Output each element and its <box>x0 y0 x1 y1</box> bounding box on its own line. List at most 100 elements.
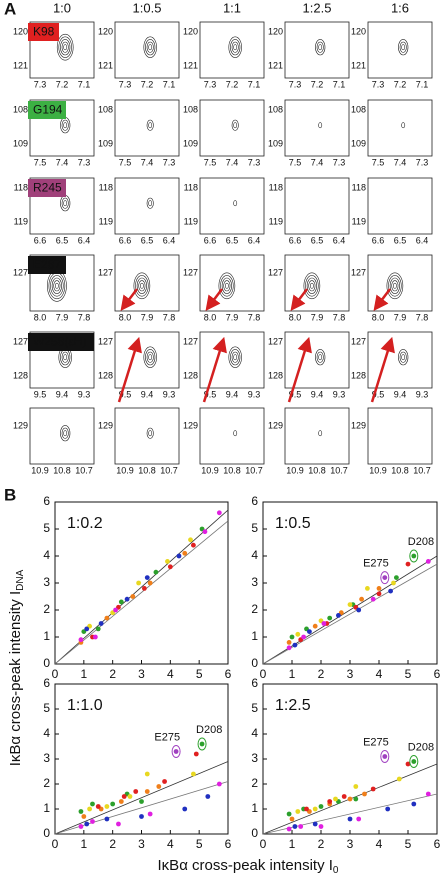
y-tick-label: 127 <box>351 336 366 346</box>
x-tick-label: 7.9 <box>394 312 407 322</box>
x-tick-label: 6 <box>434 667 441 681</box>
y-tick-label: 127 <box>183 336 198 346</box>
x-tick-label: 2 <box>109 667 116 681</box>
x-tick-label: 9.5 <box>289 389 302 399</box>
x-tick-label: 0 <box>52 667 59 681</box>
contour <box>315 39 326 56</box>
contour <box>233 44 238 51</box>
x-tick-label: 10.8 <box>53 465 71 475</box>
y-tick-label: 109 <box>98 138 113 148</box>
contour <box>60 425 71 442</box>
x-tick-label: 10.9 <box>369 465 387 475</box>
contour <box>306 277 317 294</box>
y-tick-label: 3 <box>43 575 50 589</box>
x-tick-label: 6.5 <box>226 235 239 245</box>
column-header: 1:6 <box>391 0 409 15</box>
y-tick-label: 127 <box>13 336 28 346</box>
contour <box>146 427 154 439</box>
y-tick-label: 119 <box>184 216 198 226</box>
fit-line <box>262 793 438 835</box>
contour <box>233 430 238 437</box>
x-tick-label: 9.3 <box>163 389 176 399</box>
arrow <box>287 336 312 403</box>
contour <box>231 41 239 53</box>
data-point <box>78 637 84 643</box>
spectrum-box <box>367 407 433 465</box>
data-point <box>144 771 150 777</box>
y-tick-label: 127 <box>183 267 198 277</box>
y-tick-label: 129 <box>183 420 198 430</box>
x-tick-label: 4 <box>167 837 174 851</box>
x-axis-label-sub: 0 <box>333 865 339 876</box>
row-label-box <box>28 23 59 41</box>
y-tick-label: 127 <box>98 267 113 277</box>
data-point <box>78 824 84 829</box>
x-tick-label: 7.9 <box>56 312 69 322</box>
x-tick-label: 2 <box>109 837 116 851</box>
x-tick-label: 6.6 <box>372 235 385 245</box>
contour <box>148 200 153 207</box>
contour <box>233 354 238 361</box>
fit-line <box>262 563 438 665</box>
contour <box>231 351 239 363</box>
arrow <box>373 288 391 311</box>
x-tick-label: 10.8 <box>138 465 156 475</box>
x-tick-label: 7.8 <box>333 312 346 322</box>
y-tick-label: 127 <box>268 336 283 346</box>
data-point <box>95 804 101 809</box>
data-point <box>188 537 193 543</box>
highlight-ring <box>197 737 207 751</box>
data-point <box>216 510 222 516</box>
data-point <box>411 801 417 807</box>
y-tick-label: 120 <box>98 26 113 36</box>
x-tick-label: 6.6 <box>204 235 217 245</box>
x-tick-label: 7.5 <box>119 157 132 167</box>
x-tick-label: 10.9 <box>286 465 304 475</box>
spectrum-box <box>114 177 180 235</box>
contour <box>143 346 157 368</box>
x-tick-label: 9.4 <box>141 389 154 399</box>
x-tick-label: 7.9 <box>311 312 324 322</box>
data-point <box>356 816 362 822</box>
x-tick-label: 1 <box>80 837 87 851</box>
contour <box>54 282 59 289</box>
contour <box>221 277 232 294</box>
x-tick-label: 7.4 <box>394 157 407 167</box>
contour <box>401 122 406 129</box>
contour <box>61 351 69 363</box>
contour <box>148 122 153 129</box>
data-point <box>286 811 292 817</box>
x-tick-label: 4 <box>376 837 383 851</box>
contour <box>401 354 406 361</box>
y-tick-label: 118 <box>269 182 283 192</box>
spectrum-box <box>199 407 265 465</box>
y-tick-label: 119 <box>99 216 113 226</box>
data-point <box>394 575 399 580</box>
x-tick-label: 6.6 <box>289 235 302 245</box>
data-point <box>147 811 153 817</box>
x-tick-label: 7.2 <box>311 79 324 89</box>
row-label-box <box>28 333 94 351</box>
contour <box>230 39 241 56</box>
data-point <box>118 599 124 605</box>
y-tick-label: 5 <box>251 521 258 535</box>
arrow <box>117 336 142 403</box>
y-tick-label: 109 <box>183 138 198 148</box>
contour <box>148 430 153 437</box>
contour <box>398 39 409 56</box>
x-tick-label: 10.7 <box>245 465 263 475</box>
x-tick-label: 7.3 <box>204 79 217 89</box>
contour <box>309 282 314 289</box>
highlight-ring <box>409 755 419 768</box>
x-tick-label: 6.5 <box>56 235 69 245</box>
y-tick-label: 120 <box>268 26 283 36</box>
data-point <box>327 615 333 621</box>
spectrum-box <box>199 21 265 79</box>
x-tick-label: 10.7 <box>160 465 178 475</box>
spectrum-box <box>114 254 180 312</box>
highlighted-point <box>382 754 388 759</box>
contour <box>58 36 72 58</box>
x-tick-label: 5 <box>196 837 203 851</box>
data-point <box>84 626 90 632</box>
spectrum-box <box>367 331 433 389</box>
